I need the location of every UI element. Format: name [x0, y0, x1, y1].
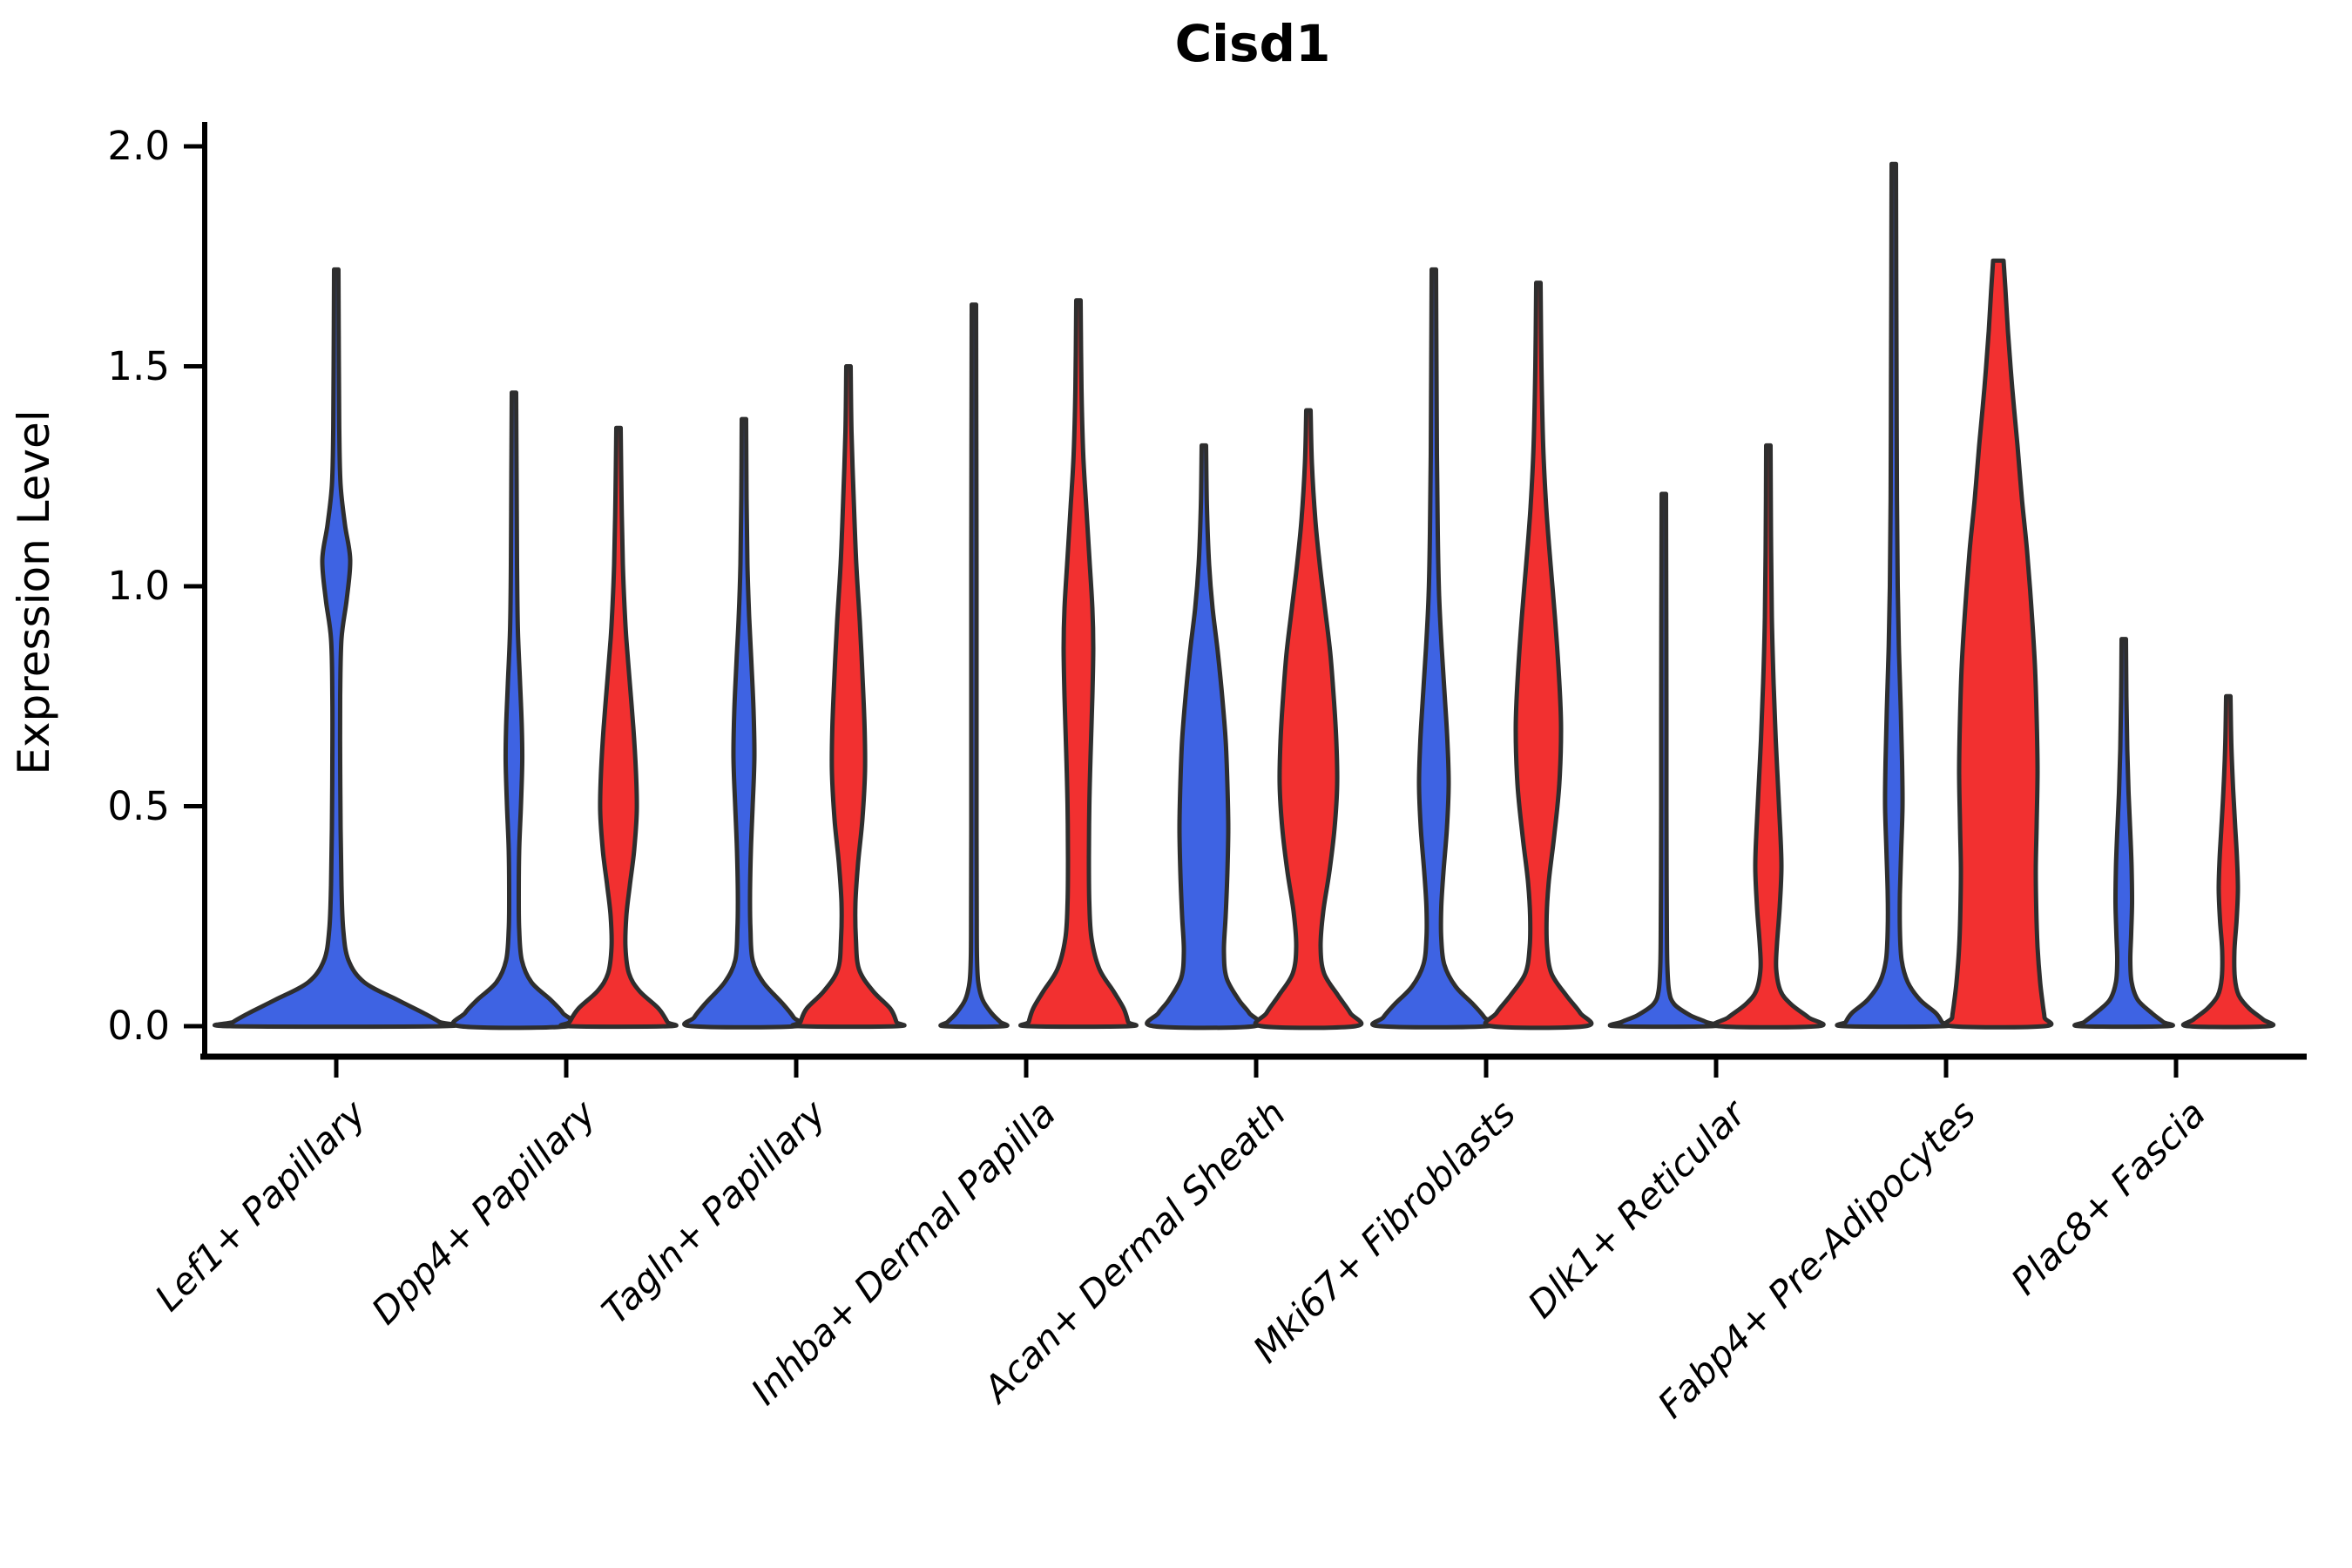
violin-dlk1-reticular-blue: [1607, 491, 1720, 1030]
y-tick-label: 1.5: [107, 342, 170, 389]
violin-fabp4-pre-adipocytes-red: [1943, 258, 2054, 1030]
violin-tagln-papillary-blue: [682, 416, 806, 1030]
violin-tagln-papillary-red: [790, 364, 907, 1030]
violin-mki67-fibroblasts-blue: [1370, 267, 1497, 1030]
violin-mki67-fibroblasts-red: [1483, 280, 1594, 1031]
violin-inhba-dermal-papilla-red: [1018, 298, 1139, 1030]
violin-fabp4-pre-adipocytes-blue: [1835, 161, 1953, 1030]
violin-plac8-fascia-red: [2180, 693, 2276, 1030]
y-tick-label: 0.5: [107, 782, 170, 829]
violin-inhba-dermal-papilla-blue: [938, 302, 1010, 1030]
chart-title: Cisd1: [1174, 14, 1331, 73]
violin-acan-dermal-sheath-red: [1253, 408, 1364, 1031]
y-tick-label: 0.0: [107, 1003, 170, 1049]
y-tick-label: 2.0: [107, 123, 170, 169]
violin-dpp4-papillary-red: [558, 425, 679, 1030]
violin-lef1-papillary-blue: [213, 267, 460, 1030]
violin-acan-dermal-sheath-blue: [1145, 443, 1263, 1031]
violin-dlk1-reticular-red: [1711, 443, 1826, 1030]
y-tick-label: 1.0: [107, 563, 170, 609]
violin-dpp4-papillary-blue: [450, 390, 578, 1031]
violin-plac8-fascia-blue: [2072, 637, 2175, 1030]
